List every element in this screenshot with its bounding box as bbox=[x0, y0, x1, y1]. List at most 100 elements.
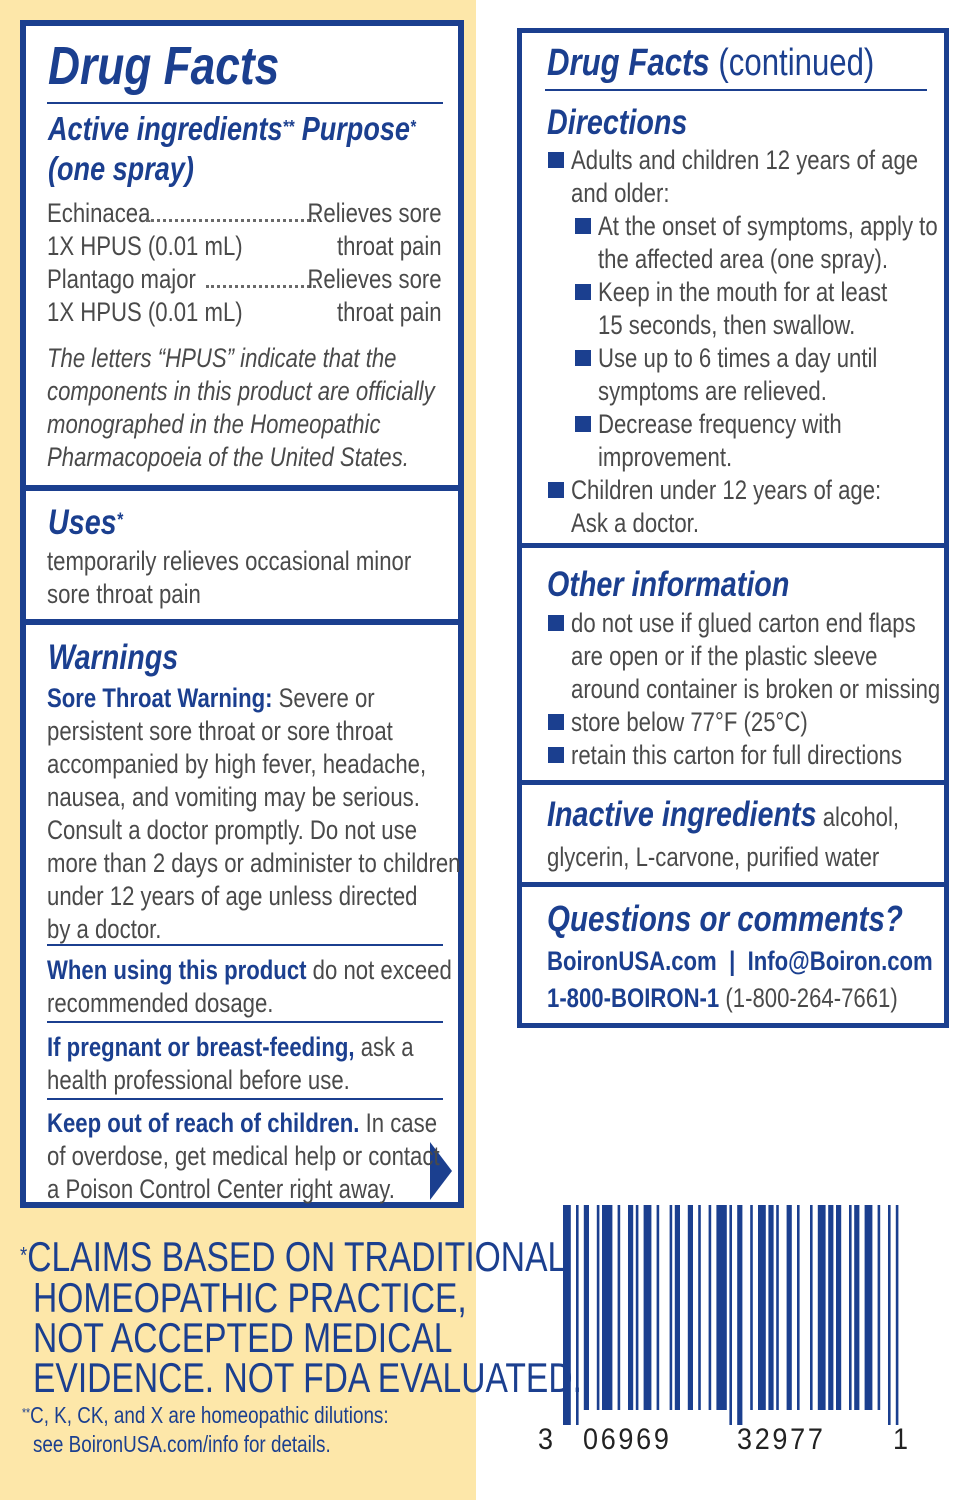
right-facts-box bbox=[517, 28, 949, 1028]
title: Drug Facts (continued) bbox=[547, 42, 874, 84]
barcode-bar bbox=[810, 1205, 813, 1410]
claim: EVIDENCE. NOT FDA EVALUATED. bbox=[33, 1354, 582, 1401]
website: BoironUSA.com bbox=[547, 946, 717, 976]
text: retain this carton for full directions bbox=[571, 740, 903, 770]
note: monographed in the Homeopathic bbox=[47, 409, 381, 439]
barcode-bar bbox=[669, 1205, 673, 1410]
text: glycerin, L-carvone, purified water bbox=[547, 842, 880, 872]
text: Ask a doctor. bbox=[571, 508, 699, 538]
barcode-bar bbox=[674, 1205, 680, 1410]
left-facts-box bbox=[20, 20, 464, 1208]
barcode-bar bbox=[836, 1205, 842, 1410]
text: Children under 12 years of age: bbox=[571, 475, 882, 505]
label: If pregnant or breast-feeding, bbox=[47, 1032, 355, 1062]
rule bbox=[47, 1021, 443, 1023]
barcode-bar bbox=[687, 1205, 693, 1410]
mark: ** bbox=[282, 117, 295, 137]
bullet bbox=[548, 615, 564, 631]
heading: Uses bbox=[48, 503, 117, 542]
text: symptoms are relieved. bbox=[598, 376, 827, 406]
bullet bbox=[548, 482, 564, 498]
note: Pharmacopoeia of the United States. bbox=[47, 442, 409, 472]
purpose-heading: Purpose bbox=[301, 110, 410, 147]
text: the affected area (one spray). bbox=[598, 244, 889, 274]
divider bbox=[20, 619, 464, 625]
questions-heading: Questions or comments? bbox=[547, 898, 903, 939]
note: components in this product are officiall… bbox=[47, 376, 435, 406]
barcode-bar bbox=[849, 1205, 852, 1410]
label: Keep out of reach of children. bbox=[47, 1108, 360, 1138]
mark: * bbox=[116, 510, 123, 531]
text: around container is broken or missing bbox=[571, 674, 941, 704]
text: under 12 years of age unless directed bbox=[47, 881, 418, 911]
bullet bbox=[575, 218, 591, 234]
text: 15 seconds, then swallow. bbox=[598, 310, 856, 340]
bullet bbox=[575, 284, 591, 300]
claim: HOMEOPATHIC PRACTICE, bbox=[33, 1274, 467, 1321]
divider bbox=[20, 485, 464, 491]
title-suffix: (continued) bbox=[718, 42, 875, 84]
phone: 1-800-BOIRON-1 bbox=[547, 983, 720, 1013]
text: do not use if glued carton end flaps bbox=[571, 608, 916, 638]
barcode-bar bbox=[758, 1205, 766, 1410]
barcode-digit: 1 bbox=[893, 1423, 911, 1456]
divider bbox=[517, 780, 949, 785]
rule bbox=[47, 1098, 443, 1100]
divider bbox=[517, 543, 949, 548]
barcode-bar bbox=[864, 1205, 873, 1410]
text: of overdose, get medical help or contact bbox=[47, 1141, 440, 1171]
heading: Active ingredients bbox=[48, 110, 283, 147]
barcode-bar bbox=[563, 1205, 571, 1425]
text: and older: bbox=[571, 178, 670, 208]
barcode-bar bbox=[602, 1205, 613, 1410]
text: Keep in the mouth for at least bbox=[598, 277, 888, 307]
barcode-bar bbox=[737, 1205, 743, 1425]
title: Drug Facts bbox=[48, 36, 280, 96]
barcode-bar bbox=[768, 1205, 774, 1410]
barcode-bar bbox=[628, 1205, 634, 1410]
barcode-bar bbox=[797, 1205, 800, 1410]
mark: * bbox=[20, 1242, 28, 1268]
barcode-bar bbox=[656, 1205, 660, 1410]
text: Use up to 6 times a day until bbox=[598, 343, 878, 373]
footnote: see BoironUSA.com/info for details. bbox=[33, 1431, 331, 1457]
text-line: Inactive ingredients alcohol, bbox=[547, 797, 899, 832]
text: temporarily relieves occasional minor bbox=[47, 546, 412, 576]
bullet bbox=[548, 747, 564, 763]
directions-heading: Directions bbox=[547, 103, 688, 142]
phone-digits: (1-800-264-7661) bbox=[725, 983, 898, 1013]
leader bbox=[206, 285, 316, 288]
text: health professional before use. bbox=[47, 1065, 350, 1095]
text: sore throat pain bbox=[47, 579, 201, 609]
text: nausea, and vomiting may be serious. bbox=[47, 782, 420, 812]
arrow-shape bbox=[430, 1142, 452, 1200]
divider bbox=[517, 882, 949, 887]
footnote: C, K, CK, and X are homeopathic dilution… bbox=[30, 1402, 389, 1428]
inactive-heading: Inactive ingredients bbox=[547, 795, 817, 834]
text: a Poison Control Center right away. bbox=[47, 1174, 395, 1204]
barcode-bar bbox=[888, 1205, 891, 1425]
barcode-bar bbox=[776, 1205, 779, 1410]
text: more than 2 days or administer to childr… bbox=[47, 848, 461, 878]
text: store below 77°F (25°C) bbox=[571, 707, 808, 737]
continue-arrow bbox=[430, 1142, 452, 1200]
dose: 1X HPUS (0.01 mL) bbox=[47, 231, 243, 261]
text: improvement. bbox=[598, 442, 733, 472]
text-line: **C, K, CK, and X are homeopathic diluti… bbox=[22, 1402, 389, 1428]
separator: | bbox=[729, 946, 736, 976]
ingredient: Echinacea bbox=[47, 198, 151, 228]
barcode-digit: 3 bbox=[538, 1423, 556, 1456]
dose: 1X HPUS (0.01 mL) bbox=[47, 297, 243, 327]
ingredient: Plantago major bbox=[47, 264, 196, 294]
text: persistent sore throat or sore throat bbox=[47, 716, 393, 746]
bullet bbox=[548, 152, 564, 168]
text-line: If pregnant or breast-feeding, ask a bbox=[47, 1032, 414, 1062]
barcode-digit: 06969 bbox=[583, 1423, 672, 1456]
bullet bbox=[548, 714, 564, 730]
leader bbox=[146, 219, 316, 222]
claim: NOT ACCEPTED MEDICAL bbox=[33, 1314, 453, 1361]
text: by a doctor. bbox=[47, 914, 162, 944]
text-line: 1-800-BOIRON-1 (1-800-264-7661) bbox=[547, 983, 898, 1013]
other-heading: Other information bbox=[547, 565, 790, 604]
